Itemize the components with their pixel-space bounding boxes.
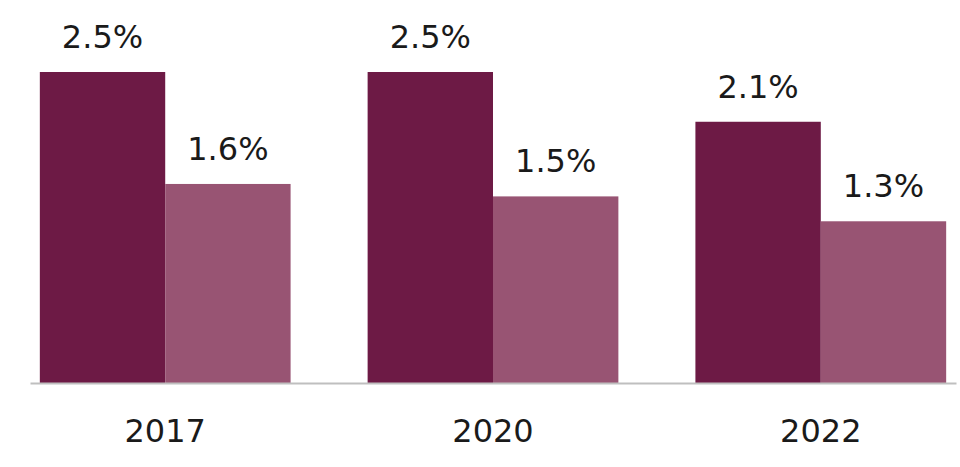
x-axis-line: [31, 383, 957, 385]
bars: [40, 72, 946, 383]
x-tick: 2022: [780, 412, 861, 450]
x-tick-label: 2022: [780, 412, 861, 450]
bar: [695, 122, 820, 383]
data-labels: 2.5% 2.5% 2.1% 1.6% 1.5% 1.3%: [62, 18, 924, 205]
series-0: [40, 72, 821, 383]
data-label: 1.3%: [843, 167, 924, 205]
bar: [821, 221, 946, 383]
x-tick-label: 2020: [452, 412, 533, 450]
bar: [368, 72, 493, 383]
bar: [40, 72, 165, 383]
x-axis: 2017 2020 2022: [31, 384, 957, 450]
bar: [493, 196, 618, 383]
data-label: 2.1%: [717, 68, 798, 106]
x-tick-label: 2017: [124, 412, 205, 450]
series-1: [165, 184, 946, 383]
bar: [165, 184, 290, 383]
data-label: 2.5%: [62, 18, 143, 56]
chart: 2.5% 2.5% 2.1% 1.6% 1.5% 1.3% 2017 2020 2022: [0, 0, 960, 467]
data-label: 2.5%: [390, 18, 471, 56]
x-tick: 2017: [124, 412, 205, 450]
x-tick: 2020: [452, 412, 533, 450]
data-label: 1.5%: [515, 142, 596, 180]
data-label: 1.6%: [187, 130, 268, 168]
